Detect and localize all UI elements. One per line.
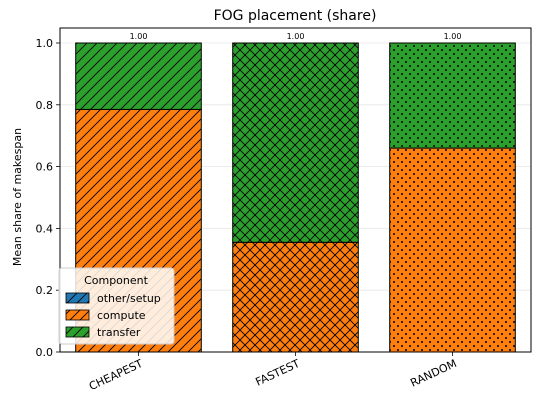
y-tick-label: 0.0 (36, 346, 54, 359)
bar-compute-hatch (389, 147, 516, 353)
bar-total-label: 1.00 (444, 32, 462, 41)
x-tick-label: FASTEST (253, 357, 302, 389)
bar-transfer-hatch (75, 42, 202, 110)
y-axis-label: Mean share of makespan (11, 128, 24, 266)
legend-swatch-hatch (65, 309, 90, 321)
bar-compute-hatch (232, 241, 359, 353)
legend: Component other/setup compute transfer (58, 267, 175, 345)
bars (75, 42, 516, 353)
y-tick-label: 1.0 (36, 37, 54, 50)
bar-transfer-hatch (389, 42, 516, 149)
legend-frame (58, 267, 175, 345)
y-tick-label: 0.6 (36, 161, 54, 174)
chart-title: FOG placement (share) (214, 8, 377, 24)
bar-transfer-hatch (232, 42, 359, 243)
bar-total-labels: 1.00 1.00 1.00 (130, 32, 462, 41)
bar-total-label: 1.00 (130, 32, 148, 41)
x-tick-label: CHEAPEST (87, 357, 145, 393)
legend-label-transfer: transfer (97, 326, 141, 339)
legend-label-other-setup: other/setup (97, 292, 161, 305)
y-tick-label: 0.2 (36, 284, 54, 297)
legend-swatch-hatch (65, 326, 90, 338)
x-tick-label: RANDOM (408, 357, 458, 390)
legend-swatch-hatch (65, 292, 90, 304)
legend-title: Component (84, 274, 149, 287)
y-tick-label: 0.4 (36, 222, 54, 235)
plot-frame (59, 27, 532, 353)
legend-label-compute: compute (97, 309, 146, 322)
y-tick-label: 0.8 (36, 99, 54, 112)
bar-total-label: 1.00 (287, 32, 305, 41)
